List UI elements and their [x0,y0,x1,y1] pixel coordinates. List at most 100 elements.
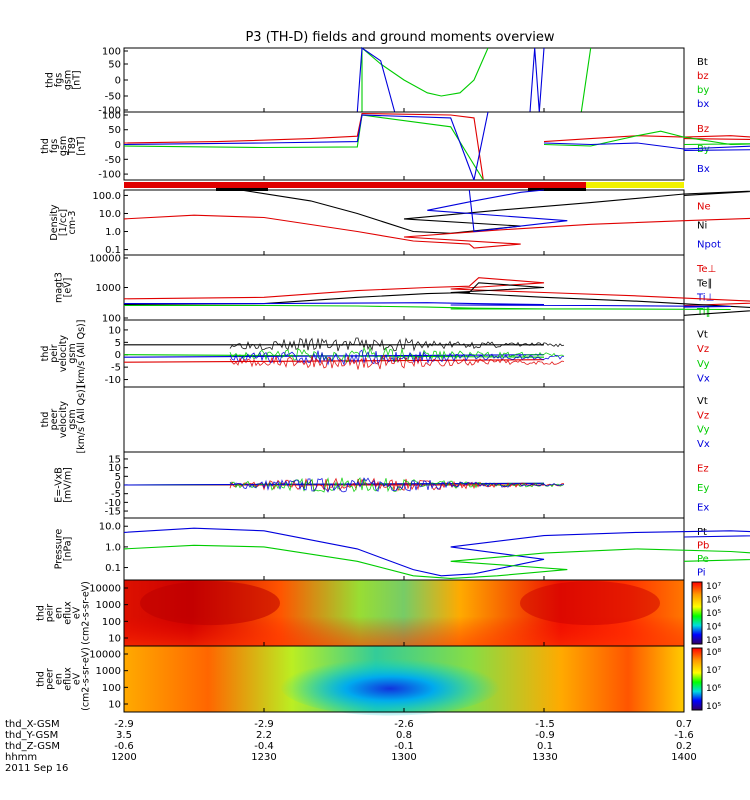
series-noise [229,354,565,370]
panel-frame [123,189,685,256]
y-tick-label: 10000 [89,584,121,595]
legend-label: Vy [697,359,710,370]
ephem-label-x: thd_X-GSM [5,719,60,730]
y-tick-label: 10000 [89,650,121,661]
y-axis-label: peer [49,409,60,431]
y-axis-label: [nPa] [63,537,74,562]
ephemeris-table: thd_X-GSM thd_Y-GSM thd_Z-GSM hhmm 2011 … [5,719,697,774]
y-axis-label: T89 [67,137,78,156]
y-tick-label: 10 [108,463,121,474]
spectrogram-core [280,655,500,716]
spectrogram-hot-region-2 [520,581,660,626]
series-noise [229,337,565,352]
y-tick-label: 100.0 [92,191,121,202]
y-axis-label: fgs [49,139,60,153]
ephem-col0-x: -2.9 [114,719,134,730]
mode-bar-yellow [586,182,684,188]
legend-label: Bx [697,164,710,175]
colorbar-tick-label: 10⁷ [706,582,721,592]
panel-temperature: 10000 1000 100 magt3[eV] Te⊥ Te∥ Ti⊥ Ti∥ [54,254,750,325]
y-axis-label: [eV] [63,278,74,298]
series-line [124,302,731,308]
y-tick-label: 1000 [96,600,121,611]
series-line [123,214,750,249]
ephem-col1-x: -2.9 [254,719,274,730]
y-axis-label: Pressure [54,529,65,570]
y-tick-label: -50 [105,155,121,166]
ephem-col0-y: 3.5 [116,730,132,741]
y-axis-label: thd [40,138,51,154]
series-noise [229,477,565,493]
y-tick-label: 100 [102,314,121,325]
series-line [124,47,545,113]
legend-label: Vt [697,329,708,340]
ephem-col0-time: 1200 [111,752,136,763]
series-line [123,527,750,577]
y-tick-label: 15 [108,454,121,465]
panel-frame [123,254,685,321]
ephem-col2-z: -0.1 [394,741,414,752]
y-tick-label: 50 [108,125,121,136]
y-tick-label: 0.1 [105,563,121,574]
colorbar [691,647,703,711]
y-tick-label: 50 [108,60,121,71]
y-tick-label: -10 [105,375,121,386]
legend-label: by [697,85,709,96]
legend-label: Ez [697,464,709,475]
legend-label: Vt [697,396,708,407]
y-axis-label: thd [40,346,51,362]
panel-electron_spectrogram: 10000 1000 100 10 thdpeerenefluxeV(cm2-s-sr-… [36,645,721,716]
colorbar-tick-label: 10⁶ [706,596,721,606]
y-axis-label: peir [49,344,60,363]
y-axis-label: fgs [54,73,65,87]
panel-frame [123,111,685,181]
y-axis-label: [mV/m] [63,467,74,503]
y-tick-label: -100 [98,170,121,181]
legend-label: Ex [697,502,709,513]
legend-label: Vy [697,425,710,436]
y-tick-label: -10 [105,498,121,509]
ephem-col1-y: 2.2 [256,730,272,741]
y-tick-label: -50 [105,92,121,103]
legend-label: Ey [697,483,709,494]
y-tick-label: 5 [115,472,121,483]
legend-label: Bt [697,57,708,68]
ephem-label-time: hhmm [5,752,37,763]
y-axis-label: [km/s (All Qs)] [76,320,87,388]
legend-label: Ti⊥ [696,293,714,304]
y-tick-label: 1.0 [105,227,121,238]
spectrogram-hot-region [140,581,280,626]
series-line [361,46,592,113]
legend-label: Ne [697,202,711,213]
y-axis-label: velocity [58,401,69,439]
ephem-col3-z: 0.1 [537,741,553,752]
ephem-col4-z: 0.2 [676,741,692,752]
ephem-label-z: thd_Z-GSM [5,741,60,752]
y-axis-label: gsm [67,409,78,429]
colorbar-tick-label: 10³ [706,636,721,646]
y-tick-label: 0.1 [105,245,121,256]
ephem-col2-time: 1300 [391,752,416,763]
y-tick-label: 100 [102,617,121,628]
legend-label: By [697,144,710,155]
legend-label: Vz [697,344,709,355]
y-axis-label: thd [36,671,47,687]
y-axis-label: magt3 [54,272,65,303]
series-line [123,282,750,316]
panel-frame [123,319,685,388]
panel-ion_spectrogram: 10000 1000 100 10 thdpeirenefluxeV(cm2-s-sr-… [36,579,721,647]
ephem-col2-x: -2.6 [394,719,414,730]
legend-label: Bz [697,124,709,135]
figure-title: P3 (TH-D) fields and ground moments over… [245,30,554,45]
legend-label: Pe [697,554,709,565]
y-axis-label: en [54,607,65,619]
panel-frame [123,386,685,453]
y-tick-label: 0 [115,350,121,361]
y-tick-label: 0 [115,481,121,492]
y-axis-label: thd [45,72,56,88]
colorbar-tick-label: 10⁸ [706,648,721,658]
legend-label: Pb [697,540,709,551]
